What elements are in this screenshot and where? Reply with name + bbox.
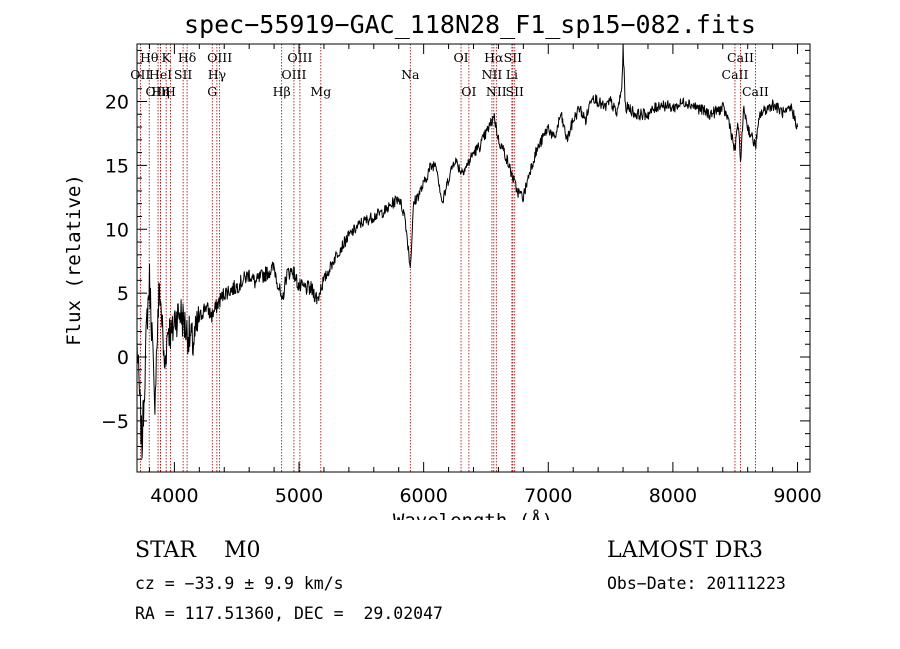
plot-frame [136, 43, 811, 473]
flux-line [136, 44, 798, 459]
x-tick-label: 5000 [275, 485, 323, 507]
survey-text: LAMOST DR3 [607, 538, 763, 563]
marker-label: Hθ [140, 50, 158, 65]
marker-label: OI [461, 84, 476, 99]
marker-label: Li [506, 67, 518, 82]
spectral-line-markers: OII Hθ OIII K Hη HeI H SII Hδ G Hγ OIII Hβ OIII OIII Mg… [130, 44, 769, 472]
marker-label: Na [401, 67, 420, 82]
marker-label: OIII [287, 50, 312, 65]
chart-title: spec−55919−GAC_118N28_F1_sp15−082.fits [184, 10, 756, 39]
obs-date-text: Obs−Date: 20111223 [607, 574, 786, 593]
y-tick-label: 20 [105, 91, 129, 113]
y-axis-label: Flux (relative) [63, 174, 85, 346]
marker-label: OIII [281, 67, 306, 82]
marker-label: Hη [151, 84, 169, 99]
spectrum-chart: spec−55919−GAC_118N28_F1_sp15−082.fits O… [63, 10, 822, 532]
marker-label: OI [453, 50, 468, 65]
marker-label: Mg [310, 84, 331, 99]
marker-label: SII [506, 84, 525, 99]
marker-label: K [161, 50, 171, 65]
marker-label: Hδ [178, 50, 196, 65]
marker-label: H [165, 84, 176, 99]
classification-text: STAR M0 [135, 538, 261, 563]
marker-label: G [207, 84, 217, 99]
x-tick-label: 6000 [399, 485, 447, 507]
marker-label: NII [482, 67, 503, 82]
x-axis: 4000 5000 6000 7000 8000 9000 [148, 44, 822, 507]
marker-label: Hγ [208, 67, 226, 82]
marker-label: CaII [727, 50, 754, 65]
x-tick-label: 8000 [649, 485, 697, 507]
y-tick-label: 0 [117, 347, 129, 369]
x-axis-label: Wavelength (Å) [393, 509, 553, 520]
marker-label: HeI [149, 67, 172, 82]
x-tick-label: 9000 [773, 485, 821, 507]
marker-label: SII [174, 67, 193, 82]
marker-label: OIII [207, 50, 232, 65]
coordinates-text: RA = 117.51360, DEC = 29.02047 [135, 604, 443, 623]
marker-label: CaII [722, 67, 749, 82]
x-tick-label: 4000 [150, 485, 198, 507]
y-tick-label: 5 [117, 283, 129, 305]
redshift-text: cz = −33.9 ± 9.9 km/s [135, 574, 344, 593]
marker-label: OIII [146, 84, 171, 99]
y-tick-label: 10 [105, 219, 129, 241]
y-axis: −5 0 5 10 15 20 [101, 49, 810, 460]
marker-label: NII [486, 84, 507, 99]
x-tick-label: 7000 [524, 485, 572, 507]
marker-label: CaII [742, 84, 769, 99]
marker-label: Hα [484, 50, 504, 65]
marker-label: OII [130, 67, 150, 82]
flux-series [136, 44, 798, 459]
y-tick-label: 15 [105, 155, 129, 177]
y-tick-label: −5 [101, 411, 129, 433]
marker-label: Hβ [273, 84, 291, 99]
marker-label: SII [504, 50, 523, 65]
